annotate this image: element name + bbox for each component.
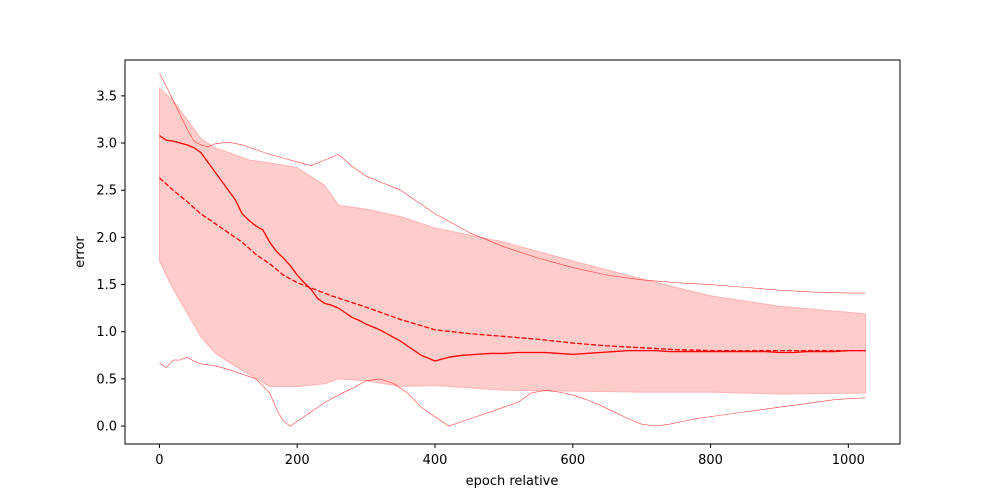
- plot-frame: [124, 59, 901, 445]
- y-tick-label: 3.5: [96, 89, 117, 104]
- y-tick-label: 1.0: [96, 325, 117, 340]
- y-tick-label: 1.5: [96, 278, 117, 293]
- series-layer: [159, 73, 866, 427]
- y-tick-label: 0.5: [96, 372, 117, 387]
- series-line-thin-2: [159, 73, 866, 294]
- x-tick-label: 200: [285, 453, 310, 468]
- std-band: [158, 87, 867, 395]
- std-band-area: [158, 87, 867, 395]
- y-axis: 0.0 0.5 1.0 1.5 2.0 2.5 3.0 3.5: [96, 89, 125, 435]
- x-tick-label: 600: [560, 453, 585, 468]
- y-tick-label: 2.0: [96, 231, 117, 246]
- x-tick-label: 400: [423, 453, 448, 468]
- series-line-dashed-1: [159, 177, 866, 352]
- y-tick-label: 3.0: [96, 137, 117, 152]
- x-tick-label: 0: [155, 453, 163, 468]
- y-tick-label: 2.5: [96, 184, 117, 199]
- x-axis-label: epoch relative: [466, 474, 559, 489]
- x-axis: 0 200 400 600 800 1000: [155, 444, 865, 468]
- y-tick-label: 0.0: [96, 420, 117, 435]
- series-line-solid-0: [159, 134, 866, 362]
- y-axis-label: error: [73, 236, 88, 268]
- x-tick-label: 1000: [832, 453, 865, 468]
- x-tick-label: 800: [698, 453, 723, 468]
- series-line-thin-3: [159, 356, 866, 427]
